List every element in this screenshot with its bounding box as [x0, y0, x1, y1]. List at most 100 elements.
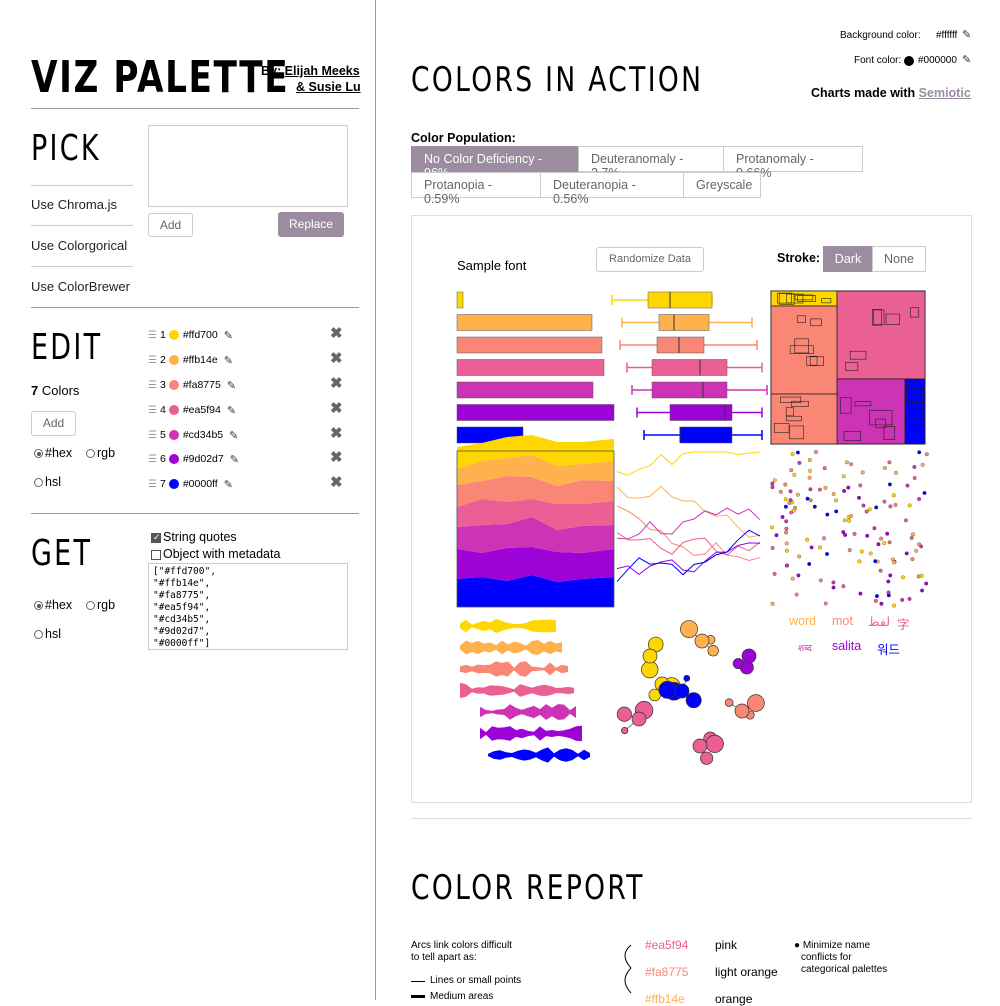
scatter-point — [894, 503, 898, 507]
add-color-button[interactable]: Add — [31, 411, 76, 436]
replace-button[interactable]: Replace — [278, 212, 344, 237]
string-quotes-checkbox[interactable]: String quotes — [151, 530, 237, 544]
color-hex: #0000ff — [183, 478, 218, 490]
get-radio-hex[interactable]: #hex — [34, 598, 72, 612]
scatter-point — [784, 520, 788, 524]
scatter-point — [819, 579, 823, 583]
add-button[interactable]: Add — [148, 213, 193, 237]
color-hex: #ea5f94 — [183, 404, 221, 416]
palette-output[interactable] — [148, 563, 348, 650]
network-node — [659, 681, 676, 698]
scatter-point — [781, 515, 785, 519]
bar — [457, 382, 593, 398]
delete-color-icon[interactable]: ✖ — [330, 399, 343, 417]
color-row[interactable]: ☰7#0000ff✎ — [148, 475, 233, 493]
edit-bg-pencil-icon[interactable]: ✎ — [962, 28, 971, 41]
scatter-point — [910, 536, 914, 540]
network-node — [733, 658, 743, 668]
edit-pencil-icon[interactable]: ✎ — [224, 329, 233, 342]
radio-icon — [34, 449, 43, 458]
color-row[interactable]: ☰2#ffb14e✎ — [148, 351, 233, 369]
scatter-point — [806, 497, 810, 501]
color-row[interactable]: ☰5#cd34b5✎ — [148, 426, 238, 444]
word-sample: mot — [832, 614, 853, 628]
edit-pencil-icon[interactable]: ✎ — [229, 429, 238, 442]
color-swatch[interactable] — [169, 405, 179, 415]
color-row[interactable]: ☰3#fa8775✎ — [148, 376, 236, 394]
scatter-point — [834, 510, 838, 514]
edit-pencil-icon[interactable]: ✎ — [227, 379, 236, 392]
scatter-point — [773, 479, 777, 483]
format-radio-hsl[interactable]: hsl — [34, 475, 61, 489]
scatter-point — [913, 465, 917, 469]
radio-icon — [86, 449, 95, 458]
colors-in-action-heading: COLORS IN ACTION — [411, 60, 703, 100]
palette-input[interactable] — [148, 125, 348, 207]
checkbox-label: String quotes — [163, 530, 237, 544]
metadata-checkbox[interactable]: Object with metadata — [151, 547, 280, 561]
scatter-point — [904, 519, 908, 523]
color-row[interactable]: ☰1#ffd700✎ — [148, 326, 233, 344]
report-tip: conflicts for — [801, 952, 852, 963]
color-swatch[interactable] — [169, 330, 179, 340]
color-swatch[interactable] — [169, 355, 179, 365]
bar — [457, 315, 592, 331]
edit-pencil-icon[interactable]: ✎ — [224, 354, 233, 367]
delete-color-icon[interactable]: ✖ — [330, 374, 343, 392]
format-radio-hex[interactable]: #hex — [34, 446, 72, 460]
bar — [457, 360, 604, 376]
drag-handle-icon[interactable]: ☰ — [148, 454, 160, 465]
color-swatch[interactable] — [169, 430, 179, 440]
use-chroma-link[interactable]: Use Chroma.js — [31, 197, 117, 212]
violin — [488, 747, 590, 762]
get-radio-hsl[interactable]: hsl — [34, 627, 61, 641]
color-row[interactable]: ☰4#ea5f94✎ — [148, 401, 236, 419]
drag-handle-icon[interactable]: ☰ — [148, 355, 160, 366]
radio-icon — [86, 601, 95, 610]
color-row[interactable]: ☰6#9d02d7✎ — [148, 450, 239, 468]
edit-font-pencil-icon[interactable]: ✎ — [962, 53, 971, 66]
author-link-1[interactable]: Elijah Meeks — [285, 64, 360, 78]
bg-color-value[interactable]: #ffffff — [936, 30, 957, 41]
bar — [457, 292, 463, 308]
scatter-point — [888, 541, 892, 545]
box — [680, 427, 732, 443]
scatter-point — [842, 489, 846, 493]
drag-handle-icon[interactable]: ☰ — [148, 430, 160, 441]
violin — [460, 640, 562, 655]
scatter-point — [901, 576, 905, 580]
link-divider — [31, 185, 133, 186]
color-swatch[interactable] — [169, 454, 179, 464]
font-color-value[interactable]: #000000 — [918, 55, 957, 66]
tab-protanomaly[interactable]: Protanomaly - 0.66% — [723, 146, 863, 172]
delete-color-icon[interactable]: ✖ — [330, 448, 343, 466]
delete-color-icon[interactable]: ✖ — [330, 324, 343, 342]
divider — [31, 108, 359, 109]
use-colorbrewer-link[interactable]: Use ColorBrewer — [31, 279, 130, 294]
drag-handle-icon[interactable]: ☰ — [148, 479, 160, 490]
format-radio-rgb[interactable]: rgb — [86, 446, 115, 460]
edit-pencil-icon[interactable]: ✎ — [224, 478, 233, 491]
color-swatch[interactable] — [169, 380, 179, 390]
use-colorgorical-link[interactable]: Use Colorgorical — [31, 238, 127, 253]
edit-pencil-icon[interactable]: ✎ — [230, 453, 239, 466]
tab-protanopia[interactable]: Protanopia - 0.59% — [411, 172, 541, 198]
drag-handle-icon[interactable]: ☰ — [148, 330, 160, 341]
tab-greyscale[interactable]: Greyscale — [683, 172, 761, 198]
author-link-2[interactable]: & Susie Lu — [296, 80, 361, 94]
scatter-point — [900, 598, 904, 602]
delete-color-icon[interactable]: ✖ — [330, 424, 343, 442]
tab-no-deficiency[interactable]: No Color Deficiency - 96% — [411, 146, 579, 172]
scatter-point — [784, 498, 788, 502]
drag-handle-icon[interactable]: ☰ — [148, 380, 160, 391]
drag-handle-icon[interactable]: ☰ — [148, 405, 160, 416]
get-radio-rgb[interactable]: rgb — [86, 598, 115, 612]
semiotic-link[interactable]: Semiotic — [919, 86, 971, 100]
tab-deuteranopia[interactable]: Deuteranopia - 0.56% — [540, 172, 684, 198]
divider — [411, 818, 972, 819]
edit-pencil-icon[interactable]: ✎ — [227, 404, 236, 417]
tab-deuteranomaly[interactable]: Deuteranomaly - 2.7% — [578, 146, 724, 172]
color-swatch[interactable] — [169, 479, 179, 489]
delete-color-icon[interactable]: ✖ — [330, 349, 343, 367]
delete-color-icon[interactable]: ✖ — [330, 473, 343, 491]
